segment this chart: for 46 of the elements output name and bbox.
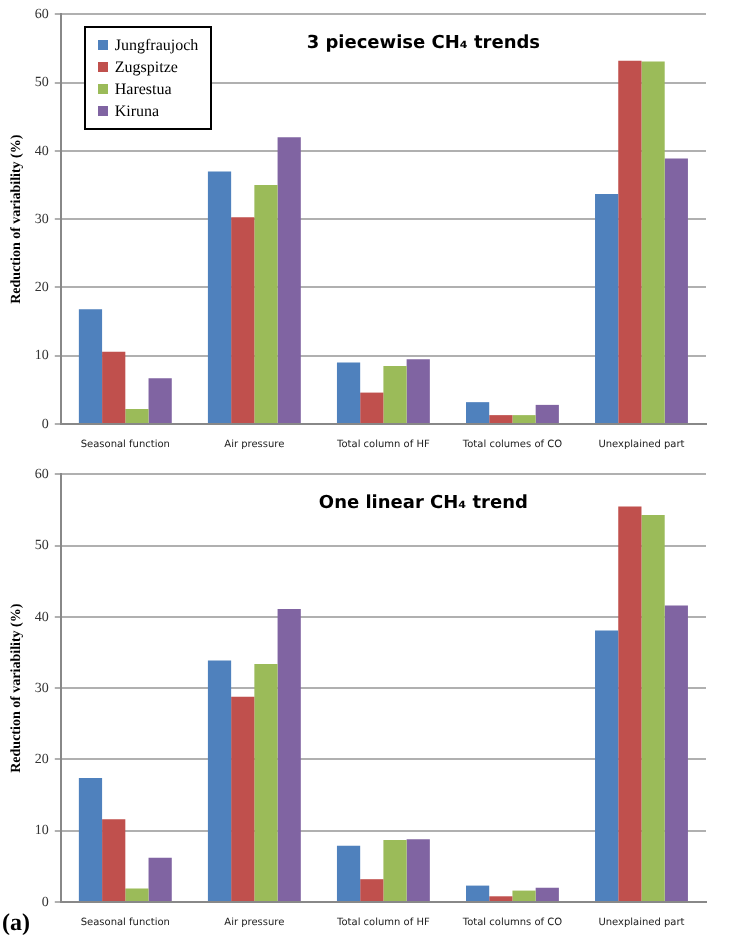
- bar: [102, 819, 126, 901]
- bar: [535, 887, 559, 901]
- bar: [336, 362, 361, 423]
- legend-label: Zugspitze: [112, 56, 180, 79]
- legend-label: Jungfraujoch: [112, 34, 199, 57]
- bar: [641, 515, 665, 901]
- bar: [406, 359, 430, 423]
- bar: [277, 609, 301, 901]
- bar: [512, 890, 536, 901]
- bar: [465, 402, 490, 423]
- text: 3 piecewise CH₄ trends: [306, 34, 541, 55]
- bar: [360, 392, 384, 423]
- legend-label: Kiruna: [112, 100, 162, 123]
- bar: [78, 778, 103, 901]
- bar: [641, 61, 665, 423]
- bar: [406, 839, 430, 901]
- bar: [383, 840, 407, 901]
- bar: [231, 696, 255, 901]
- bar: [125, 408, 149, 423]
- bar: [254, 663, 278, 901]
- bar: [489, 415, 513, 423]
- bar: [512, 415, 536, 423]
- bar: [207, 171, 232, 423]
- bar: [664, 605, 688, 901]
- bar: [535, 404, 559, 423]
- bar: [360, 879, 384, 901]
- text: (a): [2, 908, 30, 938]
- bar: [618, 60, 642, 423]
- bar: [277, 137, 301, 423]
- bar: [383, 365, 407, 423]
- text: One linear CH₄ trend: [318, 494, 528, 515]
- bar: [207, 660, 232, 901]
- bar: [231, 217, 255, 423]
- bar: [618, 506, 642, 901]
- bar: [78, 309, 103, 423]
- legend-label: Harestua: [112, 78, 174, 101]
- bar: [102, 351, 126, 423]
- bar: [125, 888, 149, 901]
- bar: [148, 857, 172, 901]
- bar: [595, 193, 619, 423]
- bar: [664, 158, 688, 423]
- bar: [465, 885, 490, 901]
- bar: [595, 630, 619, 901]
- bar: [148, 378, 172, 423]
- bar: [336, 845, 361, 901]
- bar: [254, 185, 278, 423]
